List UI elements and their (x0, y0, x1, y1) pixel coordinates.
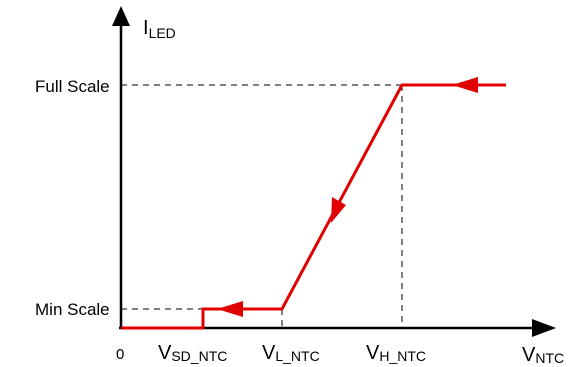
vsd-ntc-label: VSD_NTC (158, 342, 227, 364)
origin-label: 0 (116, 346, 124, 363)
full-scale-label: Full Scale (35, 77, 110, 96)
derating-curve (121, 83, 506, 330)
arrow-slope (331, 197, 346, 223)
x-axis-label: VNTC (522, 344, 564, 366)
x-axis-arrowhead (532, 319, 556, 337)
y-axis-label: ILED (143, 17, 176, 41)
arrow-top (452, 77, 478, 93)
vh-ntc-label: VH_NTC (366, 342, 426, 364)
curve-line (121, 83, 506, 330)
guide-lines (121, 84, 403, 328)
axes (112, 6, 556, 337)
vl-ntc-label: VL_NTC (262, 342, 320, 364)
y-axis-arrowhead (112, 6, 130, 26)
arrow-bottom (217, 301, 243, 317)
min-scale-label: Min Scale (35, 300, 110, 319)
curve-arrows (217, 77, 478, 317)
